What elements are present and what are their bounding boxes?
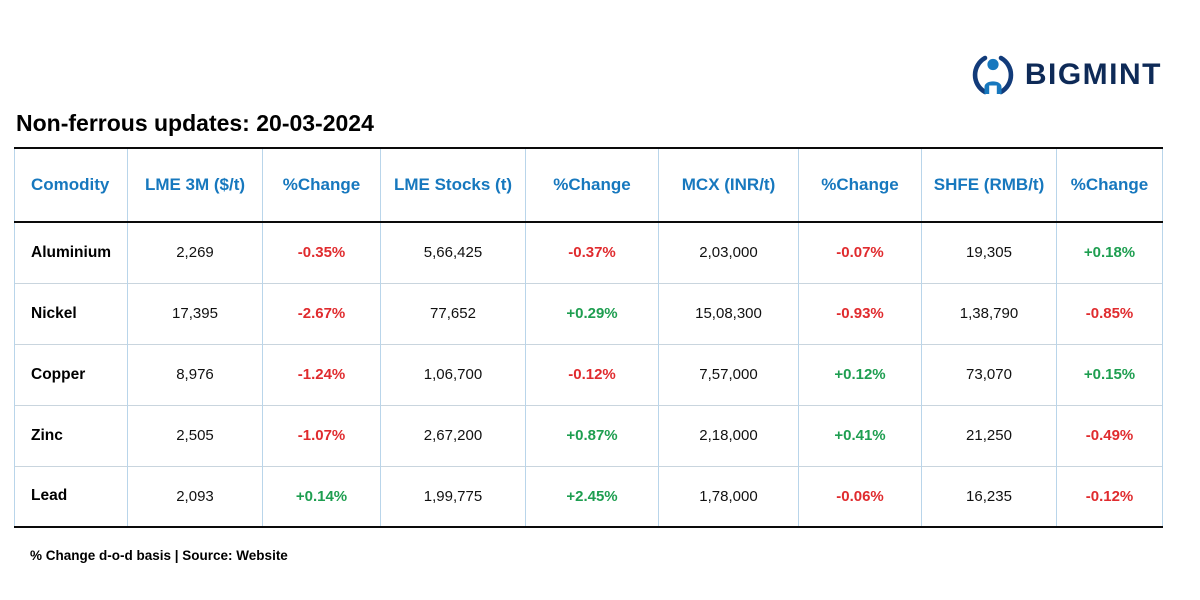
change-cell: -0.35% bbox=[262, 222, 381, 283]
value-cell: 1,38,790 bbox=[921, 282, 1057, 344]
value-cell: 77,652 bbox=[380, 282, 526, 344]
change-cell: -1.07% bbox=[262, 404, 381, 466]
header-mcx: MCX (INR/t) bbox=[658, 148, 799, 223]
value-cell: 1,06,700 bbox=[380, 343, 526, 405]
top-bar: BIGMINT bbox=[0, 0, 1200, 100]
change-cell: -0.85% bbox=[1056, 282, 1163, 344]
table-row: Lead 2,093 +0.14% 1,99,775 +2.45% 1,78,000 -0.… bbox=[14, 465, 1163, 527]
commodity-cell: Copper bbox=[14, 343, 128, 405]
header-lme-stocks: LME Stocks (t) bbox=[380, 148, 526, 223]
change-cell: +2.45% bbox=[525, 465, 659, 527]
page-title: Non-ferrous updates: 20-03-2024 bbox=[16, 110, 374, 136]
value-cell: 21,250 bbox=[921, 404, 1057, 466]
change-cell: +0.41% bbox=[798, 404, 922, 466]
change-cell: -0.07% bbox=[798, 222, 922, 283]
change-cell: +0.29% bbox=[525, 282, 659, 344]
commodity-cell: Zinc bbox=[14, 404, 128, 466]
brand-name: BIGMINT bbox=[1024, 58, 1162, 91]
change-cell: +0.15% bbox=[1056, 343, 1163, 405]
change-cell: -0.49% bbox=[1056, 404, 1163, 466]
value-cell: 7,57,000 bbox=[658, 343, 799, 405]
header-mcx-change: %Change bbox=[798, 148, 922, 223]
commodity-cell: Nickel bbox=[14, 282, 128, 344]
commodity-cell: Lead bbox=[14, 465, 128, 527]
value-cell: 2,03,000 bbox=[658, 222, 799, 283]
value-cell: 19,305 bbox=[921, 222, 1057, 283]
header-lme-3m-change: %Change bbox=[262, 148, 381, 223]
change-cell: -0.12% bbox=[1056, 465, 1163, 527]
value-cell: 2,505 bbox=[127, 404, 263, 466]
header-shfe-change: %Change bbox=[1056, 148, 1163, 223]
header-commodity: Comodity bbox=[14, 148, 128, 223]
table-header: Comodity LME 3M ($/t) %Change LME Stocks… bbox=[14, 148, 1163, 223]
value-cell: 16,235 bbox=[921, 465, 1057, 527]
value-cell: 2,18,000 bbox=[658, 404, 799, 466]
commodity-cell: Aluminium bbox=[14, 222, 128, 283]
change-cell: -0.93% bbox=[798, 282, 922, 344]
change-cell: -1.24% bbox=[262, 343, 381, 405]
header-row: Comodity LME 3M ($/t) %Change LME Stocks… bbox=[14, 148, 1163, 223]
change-cell: +0.14% bbox=[262, 465, 381, 527]
table-row: Aluminium 2,269 -0.35% 5,66,425 -0.37% 2,03,0… bbox=[14, 222, 1163, 283]
source-footnote: % Change d-o-d basis | Source: Website bbox=[30, 548, 288, 563]
change-cell: -2.67% bbox=[262, 282, 381, 344]
table-body: Aluminium 2,269 -0.35% 5,66,425 -0.37% 2,03,0… bbox=[14, 222, 1163, 527]
header-lme-3m: LME 3M ($/t) bbox=[127, 148, 263, 223]
table-row: Zinc 2,505 -1.07% 2,67,200 +0.87% 2,18,000 +0.… bbox=[14, 404, 1163, 466]
change-cell: -0.12% bbox=[525, 343, 659, 405]
change-cell: +0.18% bbox=[1056, 222, 1163, 283]
header-shfe: SHFE (RMB/t) bbox=[921, 148, 1057, 223]
value-cell: 17,395 bbox=[127, 282, 263, 344]
value-cell: 5,66,425 bbox=[380, 222, 526, 283]
value-cell: 1,78,000 bbox=[658, 465, 799, 527]
value-cell: 2,67,200 bbox=[380, 404, 526, 466]
change-cell: -0.37% bbox=[525, 222, 659, 283]
change-cell: +0.12% bbox=[798, 343, 922, 405]
value-cell: 2,269 bbox=[127, 222, 263, 283]
non-ferrous-table: Comodity LME 3M ($/t) %Change LME Stocks… bbox=[14, 147, 1163, 528]
table-row: Copper 8,976 -1.24% 1,06,700 -0.12% 7,57,000 +… bbox=[14, 343, 1163, 405]
change-cell: -0.06% bbox=[798, 465, 922, 527]
bigmint-logo-icon bbox=[971, 52, 1015, 98]
value-cell: 2,093 bbox=[127, 465, 263, 527]
value-cell: 73,070 bbox=[921, 343, 1057, 405]
value-cell: 15,08,300 bbox=[658, 282, 799, 344]
table-row: Nickel 17,395 -2.67% 77,652 +0.29% 15,08,300-… bbox=[14, 282, 1163, 344]
value-cell: 1,99,775 bbox=[380, 465, 526, 527]
change-cell: +0.87% bbox=[525, 404, 659, 466]
bigmint-logo: BIGMINT bbox=[971, 52, 1162, 98]
header-lme-stocks-change: %Change bbox=[525, 148, 659, 223]
value-cell: 8,976 bbox=[127, 343, 263, 405]
